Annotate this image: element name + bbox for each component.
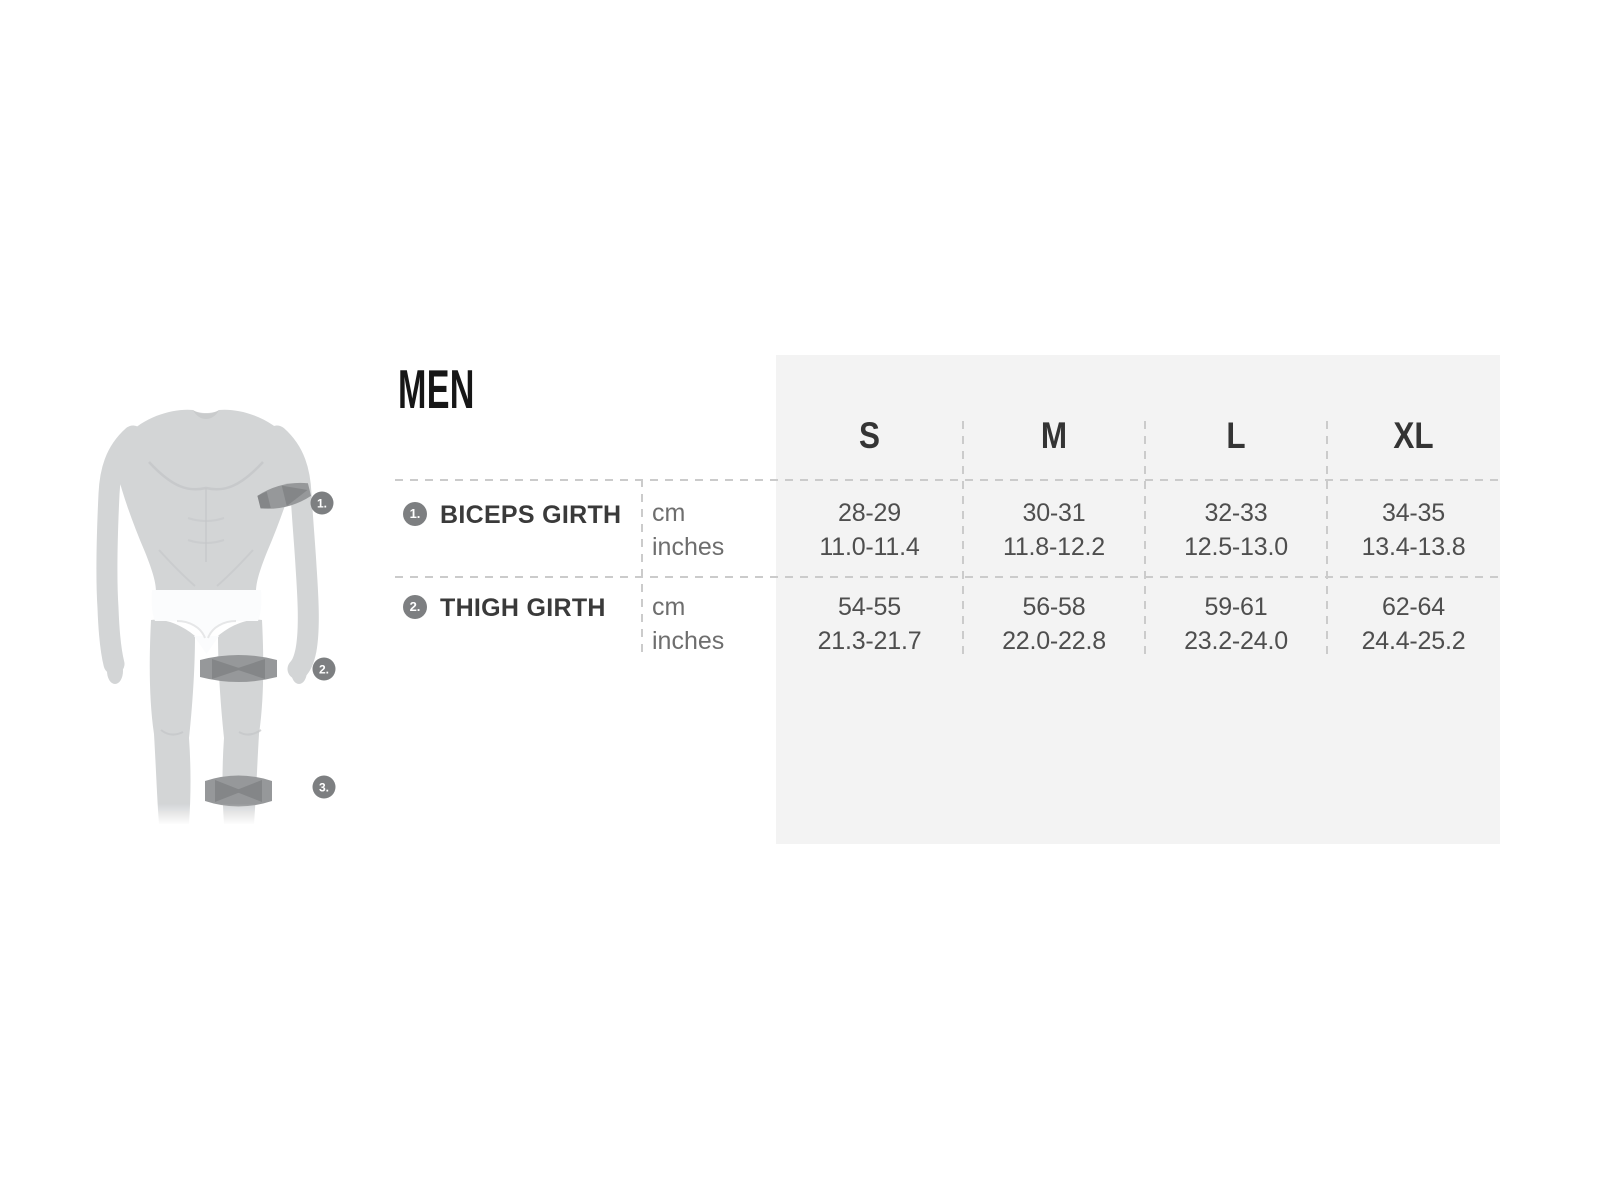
marker-label-2: 2. xyxy=(319,663,329,677)
marker-label-3: 3. xyxy=(319,781,329,795)
figure-markers: 1. 2. 3. xyxy=(310,491,336,799)
left-leg xyxy=(149,619,195,824)
left-arm xyxy=(96,425,144,675)
marker-circle-3 xyxy=(312,775,336,799)
neck-shadow xyxy=(193,410,219,419)
size-header-l: L xyxy=(1226,415,1246,456)
label-unit-divider xyxy=(641,479,643,657)
row2-s-inches: 21.3-21.7 xyxy=(817,627,922,655)
row1-l-inches: 12.5-13.0 xyxy=(1184,533,1288,561)
size-table-panel xyxy=(776,355,1500,844)
row2-label: THIGH GIRTH xyxy=(440,594,606,622)
knee-shading xyxy=(160,729,262,736)
row1-value-l: 32-33 12.5-13.0 xyxy=(1145,496,1327,564)
row1-value-m: 30-31 11.8-12.2 xyxy=(963,496,1145,564)
marker-circle-2 xyxy=(312,657,336,681)
size-header-m: M xyxy=(1040,415,1068,456)
calf-band xyxy=(205,775,272,807)
row2-m-inches: 22.0-22.8 xyxy=(1002,627,1106,655)
row1-unit-inches: inches xyxy=(652,533,725,561)
row1-number-badge: 1. xyxy=(403,502,427,526)
row1-xl-cm: 34-35 xyxy=(1382,499,1445,527)
row1-m-inches: 11.8-12.2 xyxy=(1003,533,1105,561)
row2-s-cm: 54-55 xyxy=(838,593,901,621)
marker-label-1: 1. xyxy=(317,497,327,511)
row2-value-m: 56-58 22.0-22.8 xyxy=(963,590,1145,658)
body-figure xyxy=(96,409,319,824)
col-divider-s-m xyxy=(962,421,964,655)
row2-l-inches: 23.2-24.0 xyxy=(1184,627,1288,655)
row2-unit-cm: cm xyxy=(652,593,686,621)
row2-xl-cm: 62-64 xyxy=(1382,593,1445,621)
row1-s-inches: 11.0-11.4 xyxy=(819,533,920,561)
row2-value-l: 59-61 23.2-24.0 xyxy=(1145,590,1327,658)
row1-value-s: 28-29 11.0-11.4 xyxy=(776,496,963,564)
page-title: MEN xyxy=(398,358,475,420)
briefs-shading xyxy=(176,620,237,639)
briefs-notch xyxy=(194,636,219,654)
row1-value-xl: 34-35 13.4-13.8 xyxy=(1327,496,1500,564)
muscle-shading xyxy=(148,461,264,587)
row-divider-middle xyxy=(395,576,1500,578)
row2-l-cm: 59-61 xyxy=(1204,593,1268,621)
row2-value-s: 54-55 21.3-21.7 xyxy=(776,590,963,658)
row2-number-badge: 2. xyxy=(403,595,427,619)
col-divider-l-xl xyxy=(1326,421,1328,655)
row2-units: cm inches xyxy=(652,590,762,658)
row-divider-top xyxy=(395,479,1500,481)
row2-m-cm: 56-58 xyxy=(1022,593,1086,621)
size-header-xl: XL xyxy=(1393,415,1434,456)
size-header-s: S xyxy=(859,415,880,456)
row2-value-xl: 62-64 24.4-25.2 xyxy=(1327,590,1500,658)
row1-m-cm: 30-31 xyxy=(1022,499,1086,527)
male-body-illustration: 1. 2. 3. xyxy=(96,409,336,824)
row1-units: cm inches xyxy=(652,496,762,564)
row1-xl-inches: 13.4-13.8 xyxy=(1361,533,1466,561)
row1-l-cm: 32-33 xyxy=(1204,499,1268,527)
left-hand xyxy=(107,658,123,684)
row2-xl-inches: 24.4-25.2 xyxy=(1361,627,1466,655)
row1-label: BICEPS GIRTH xyxy=(440,501,622,529)
thigh-band xyxy=(200,655,277,682)
right-hand xyxy=(291,658,307,684)
biceps-band xyxy=(257,482,312,509)
col-divider-m-l xyxy=(1144,421,1146,655)
marker-circle-1 xyxy=(310,491,334,515)
right-arm xyxy=(266,425,319,680)
row2-unit-inches: inches xyxy=(652,627,725,655)
row1-unit-cm: cm xyxy=(652,499,686,527)
briefs xyxy=(151,590,262,638)
row1-s-cm: 28-29 xyxy=(838,499,901,527)
